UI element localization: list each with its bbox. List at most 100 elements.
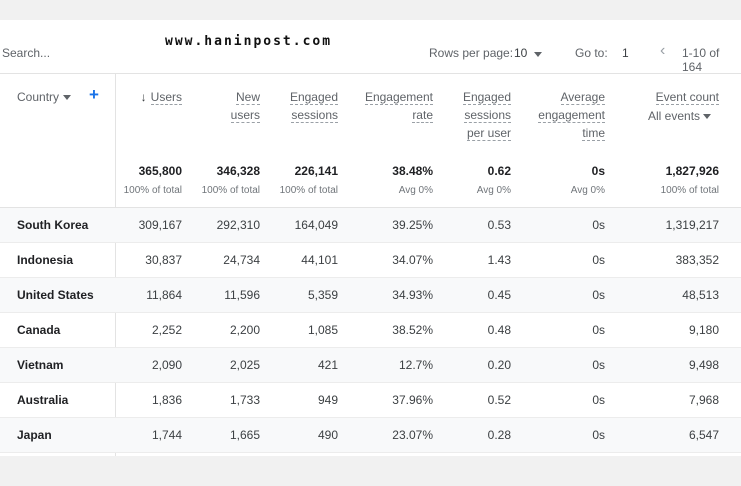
- cell-average-engagement-time: 0s: [592, 393, 605, 407]
- go-to-label: Go to:: [575, 46, 608, 60]
- country-cell: United States: [17, 288, 94, 302]
- cell-new-users: 24,734: [223, 253, 260, 267]
- cell-engaged-sessions: 490: [317, 428, 338, 442]
- column-header-label: rate: [412, 108, 433, 123]
- cell-average-engagement-time: 0s: [592, 358, 605, 372]
- cell-engaged-sessions: 421: [317, 358, 338, 372]
- cell-new-users: 2,200: [229, 323, 260, 337]
- country-cell: Canada: [17, 323, 61, 337]
- column-total-average-engagement-time: 0s: [591, 164, 605, 178]
- cell-engaged-sessions-per-user: 0.48: [487, 323, 511, 337]
- column-header-event-count[interactable]: Event count: [655, 88, 719, 106]
- column-header-engaged-sessions[interactable]: Engaged sessions: [289, 88, 338, 124]
- previous-page-icon[interactable]: ‹: [660, 42, 666, 59]
- cell-event-count: 9,498: [688, 358, 719, 372]
- column-header-label: Engaged: [462, 90, 511, 105]
- cell-average-engagement-time: 0s: [592, 253, 605, 267]
- column-header-label: New: [235, 90, 260, 105]
- column-header-label: sessions: [464, 108, 511, 123]
- cell-event-count: 383,352: [675, 253, 719, 267]
- cell-engagement-rate: 34.93%: [392, 288, 433, 302]
- go-to-page-input[interactable]: 1: [622, 46, 629, 60]
- cell-new-users: 2,025: [229, 358, 260, 372]
- cell-engaged-sessions-per-user: 0.45: [487, 288, 511, 302]
- site-watermark: www.haninpost.com: [165, 34, 333, 49]
- column-header-engaged-sessions-per-user[interactable]: Engaged sessions per user: [462, 88, 511, 142]
- cell-engaged-sessions-per-user: 0.53: [487, 218, 511, 232]
- rows-per-page-select[interactable]: 10: [514, 46, 528, 60]
- column-divider: [115, 74, 116, 456]
- column-total-note: 100% of total: [201, 185, 260, 196]
- cell-new-users: 292,310: [216, 218, 260, 232]
- chevron-down-icon[interactable]: [63, 95, 71, 100]
- cell-new-users: 1,733: [229, 393, 260, 407]
- column-header-label: Average: [560, 90, 605, 105]
- cell-average-engagement-time: 0s: [592, 288, 605, 302]
- table-row[interactable]: Australia 1,836 1,733 949 37.96% 0.52 0s 7,968: [0, 383, 741, 418]
- table-body: South Korea 309,167 292,310 164,049 39.25% 0.…: [0, 208, 741, 453]
- country-cell: Japan: [17, 428, 52, 442]
- cell-engagement-rate: 37.96%: [392, 393, 433, 407]
- cell-average-engagement-time: 0s: [592, 218, 605, 232]
- country-cell: Indonesia: [17, 253, 74, 267]
- cell-new-users: 11,596: [224, 288, 260, 302]
- add-dimension-icon[interactable]: +: [89, 85, 99, 104]
- cell-engaged-sessions: 5,359: [307, 288, 338, 302]
- column-header-new-users[interactable]: New users: [230, 88, 260, 124]
- column-total-event-count: 1,827,926: [665, 164, 719, 178]
- cell-new-users: 1,665: [229, 428, 260, 442]
- cell-engaged-sessions-per-user: 0.20: [487, 358, 511, 372]
- cell-engaged-sessions-per-user: 0.28: [487, 428, 511, 442]
- table-row[interactable]: United States 11,864 11,596 5,359 34.93% 0.45…: [0, 278, 741, 313]
- cell-users: 309,167: [138, 218, 182, 232]
- column-header-label: Event count: [655, 90, 719, 105]
- event-filter-select[interactable]: All events: [648, 109, 701, 123]
- chevron-down-icon[interactable]: [534, 52, 542, 57]
- table-header: Country + All events ↓ Users 365,800 100% o…: [0, 74, 741, 208]
- cell-users: 2,090: [151, 358, 182, 372]
- table-row[interactable]: Japan 1,744 1,665 490 23.07% 0.28 0s 6,547: [0, 418, 741, 453]
- cell-engaged-sessions-per-user: 1.43: [487, 253, 511, 267]
- table-row[interactable]: Canada 2,252 2,200 1,085 38.52% 0.48 0s 9,180: [0, 313, 741, 348]
- cell-event-count: 1,319,217: [665, 218, 719, 232]
- cell-event-count: 7,968: [688, 393, 719, 407]
- table-row[interactable]: South Korea 309,167 292,310 164,049 39.25% 0.…: [0, 208, 741, 243]
- column-total-note: Avg 0%: [398, 185, 433, 196]
- column-header-label: per user: [466, 126, 511, 141]
- search-input[interactable]: Search...: [2, 46, 51, 60]
- column-header-users[interactable]: ↓ Users: [141, 88, 182, 106]
- column-total-note: Avg 0%: [476, 185, 511, 196]
- column-header-label: users: [230, 108, 260, 123]
- cell-engaged-sessions: 1,085: [307, 323, 338, 337]
- cell-event-count: 6,547: [688, 428, 719, 442]
- cell-engaged-sessions: 44,101: [301, 253, 338, 267]
- cell-engagement-rate: 38.52%: [392, 323, 433, 337]
- cell-users: 30,837: [145, 253, 182, 267]
- table-row[interactable]: Vietnam 2,090 2,025 421 12.7% 0.20 0s 9,498: [0, 348, 741, 383]
- pagination-range: 1-10 of 164: [682, 46, 720, 74]
- dimension-selector[interactable]: Country: [17, 90, 60, 104]
- cell-engagement-rate: 34.07%: [392, 253, 433, 267]
- column-total-users: 365,800: [138, 164, 182, 178]
- country-cell: South Korea: [17, 218, 89, 232]
- cell-event-count: 9,180: [688, 323, 719, 337]
- column-total-engaged-sessions-per-user: 0.62: [487, 164, 511, 178]
- cell-engagement-rate: 23.07%: [392, 428, 433, 442]
- column-total-new-users: 346,328: [216, 164, 260, 178]
- cell-average-engagement-time: 0s: [592, 323, 605, 337]
- column-header-label: engagement: [538, 108, 605, 123]
- column-header-average-engagement-time[interactable]: Average engagement time: [538, 88, 605, 142]
- table-toolbar: Search... Rows per page: 10 Go to: 1 ‹ 1…: [0, 34, 741, 74]
- cell-users: 2,252: [151, 323, 182, 337]
- chevron-down-icon[interactable]: [703, 114, 711, 119]
- column-header-engagement-rate[interactable]: Engagement rate: [364, 88, 433, 124]
- cell-average-engagement-time: 0s: [592, 428, 605, 442]
- column-header-label: Users: [150, 90, 182, 105]
- table-row[interactable]: Indonesia 30,837 24,734 44,101 34.07% 1.43 0s 3…: [0, 243, 741, 278]
- country-cell: Vietnam: [17, 358, 64, 372]
- cell-engaged-sessions: 164,049: [294, 218, 338, 232]
- column-total-note: 100% of total: [660, 185, 719, 196]
- column-header-label: time: [582, 126, 605, 141]
- sort-descending-icon[interactable]: ↓: [140, 90, 147, 104]
